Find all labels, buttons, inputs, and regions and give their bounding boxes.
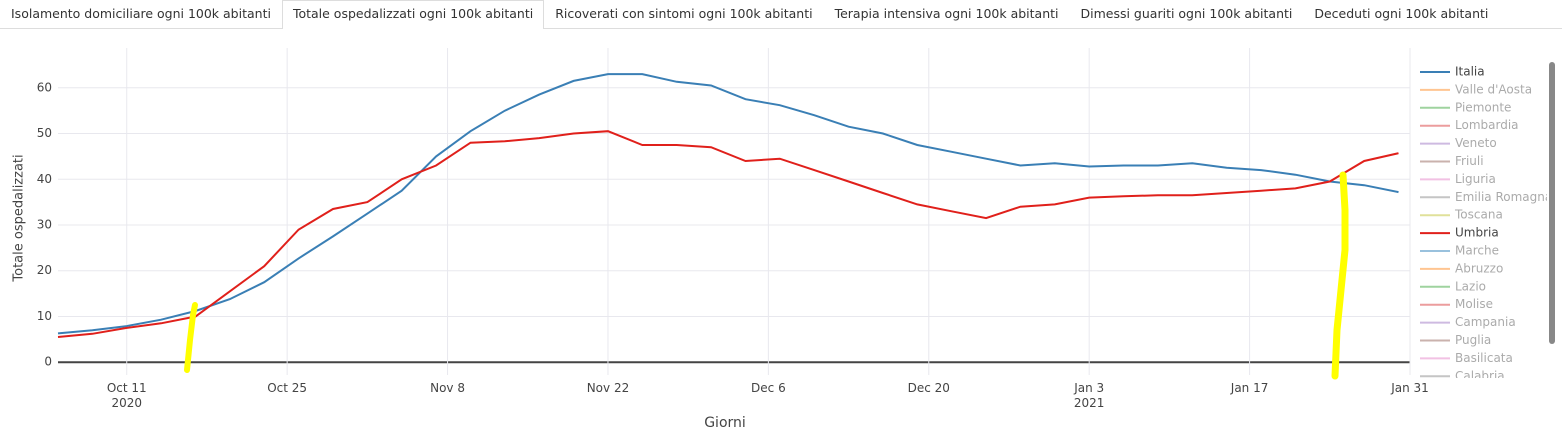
x-tick-label-line: Jan 31: [1390, 381, 1429, 395]
legend-item[interactable]: Emilia Romagna: [1420, 190, 1552, 204]
x-tick-label: Jan 31: [1390, 381, 1429, 395]
y-tick-label: 0: [44, 355, 52, 369]
legend-item[interactable]: Campania: [1420, 315, 1516, 329]
legend-label: Molise: [1455, 297, 1493, 311]
x-tick-label: Jan 3 2021: [1073, 381, 1104, 410]
legend-label: Toscana: [1454, 208, 1503, 222]
legend-label: Liguria: [1455, 172, 1496, 186]
highlight-stroke: [184, 302, 198, 373]
x-tick-label-line: Oct 11: [107, 381, 147, 395]
legend-label: Marche: [1455, 244, 1499, 258]
x-tick-label-line: Nov 8: [430, 381, 465, 395]
legend-item[interactable]: Italia: [1420, 65, 1485, 79]
x-tick-label-line: Dec 20: [908, 381, 950, 395]
x-tick-label-line: Nov 22: [587, 381, 630, 395]
legend-item[interactable]: Toscana: [1420, 208, 1503, 222]
legend-item[interactable]: Lazio: [1420, 279, 1486, 293]
x-tick-label-line: Oct 25: [267, 381, 307, 395]
y-axis-title: Totale ospedalizzati: [12, 154, 27, 282]
legend-item[interactable]: Puglia: [1420, 333, 1491, 347]
x-tick-label: Dec 6: [751, 381, 786, 395]
legend-scrollbar[interactable]: [1549, 62, 1555, 344]
legend-label: Puglia: [1455, 333, 1491, 347]
x-tick-label-line: Jan 17: [1230, 381, 1269, 395]
legend-item[interactable]: Umbria: [1420, 226, 1499, 240]
legend-label: Abruzzo: [1455, 261, 1503, 275]
tab-bar: Isolamento domiciliare ogni 100k abitant…: [0, 0, 1562, 29]
legend-label: Italia: [1455, 65, 1485, 79]
legend-label: Lombardia: [1455, 118, 1519, 132]
legend-item[interactable]: Molise: [1420, 297, 1493, 311]
legend-item[interactable]: Valle d'Aosta: [1420, 82, 1532, 96]
legend-item[interactable]: Marche: [1420, 244, 1499, 258]
x-axis-title: Giorni: [704, 415, 746, 431]
highlight-stroke: [1331, 171, 1349, 380]
legend-label: Piemonte: [1455, 100, 1511, 114]
tab[interactable]: Dimessi guariti ogni 100k abitanti: [1080, 6, 1293, 21]
x-tick-label: Nov 8: [430, 381, 465, 395]
legend-label: Calabria: [1455, 369, 1505, 383]
x-tick-label: Dec 20: [908, 381, 950, 395]
legend-item[interactable]: Friuli: [1420, 154, 1484, 168]
x-tick-label: Oct 25: [267, 381, 307, 395]
tab[interactable]: Isolamento domiciliare ogni 100k abitant…: [11, 6, 271, 21]
y-tick-label: 60: [37, 80, 52, 94]
y-tick-label: 20: [37, 263, 52, 277]
y-tick-label: 50: [37, 126, 52, 140]
x-tick-label-line: 2021: [1074, 396, 1105, 410]
legend-item[interactable]: Basilicata: [1420, 351, 1513, 365]
x-tick-label-line: Dec 6: [751, 381, 786, 395]
legend-item[interactable]: Liguria: [1420, 172, 1496, 186]
legend: Italia Valle d'Aosta Piemonte Lombardia Vene…: [1420, 65, 1552, 383]
legend-item[interactable]: Piemonte: [1420, 100, 1511, 114]
y-tick-label: 40: [37, 172, 52, 186]
line-series: [57, 130, 1399, 338]
legend-item[interactable]: Abruzzo: [1420, 261, 1503, 275]
x-tick-label: Jan 17: [1230, 381, 1269, 395]
y-tick-label: 10: [37, 309, 52, 323]
legend-label: Lazio: [1455, 279, 1486, 293]
legend-label: Friuli: [1455, 154, 1484, 168]
x-tick-label-line: 2020: [111, 396, 142, 410]
legend-label: Basilicata: [1455, 351, 1513, 365]
tab[interactable]: Totale ospedalizzati ogni 100k abitanti: [281, 0, 545, 29]
legend-label: Valle d'Aosta: [1455, 82, 1532, 96]
line-series: [57, 73, 1399, 335]
x-tick-label-line: Jan 3: [1073, 381, 1104, 395]
legend-label: Emilia Romagna: [1455, 190, 1552, 204]
x-tick-label: Nov 22: [587, 381, 630, 395]
tab[interactable]: Terapia intensiva ogni 100k abitanti: [834, 6, 1059, 21]
legend-label: Umbria: [1455, 226, 1499, 240]
legend-item[interactable]: Veneto: [1420, 136, 1497, 150]
tab[interactable]: Ricoverati con sintomi ogni 100k abitant…: [555, 6, 813, 21]
legend-label: Veneto: [1455, 136, 1497, 150]
y-tick-label: 30: [37, 217, 52, 231]
legend-item[interactable]: Lombardia: [1420, 118, 1519, 132]
x-tick-label: Oct 11 2020: [107, 381, 147, 410]
tab[interactable]: Deceduti ogni 100k abitanti: [1314, 6, 1489, 21]
legend-item[interactable]: Calabria: [1420, 369, 1505, 383]
legend-label: Campania: [1455, 315, 1516, 329]
